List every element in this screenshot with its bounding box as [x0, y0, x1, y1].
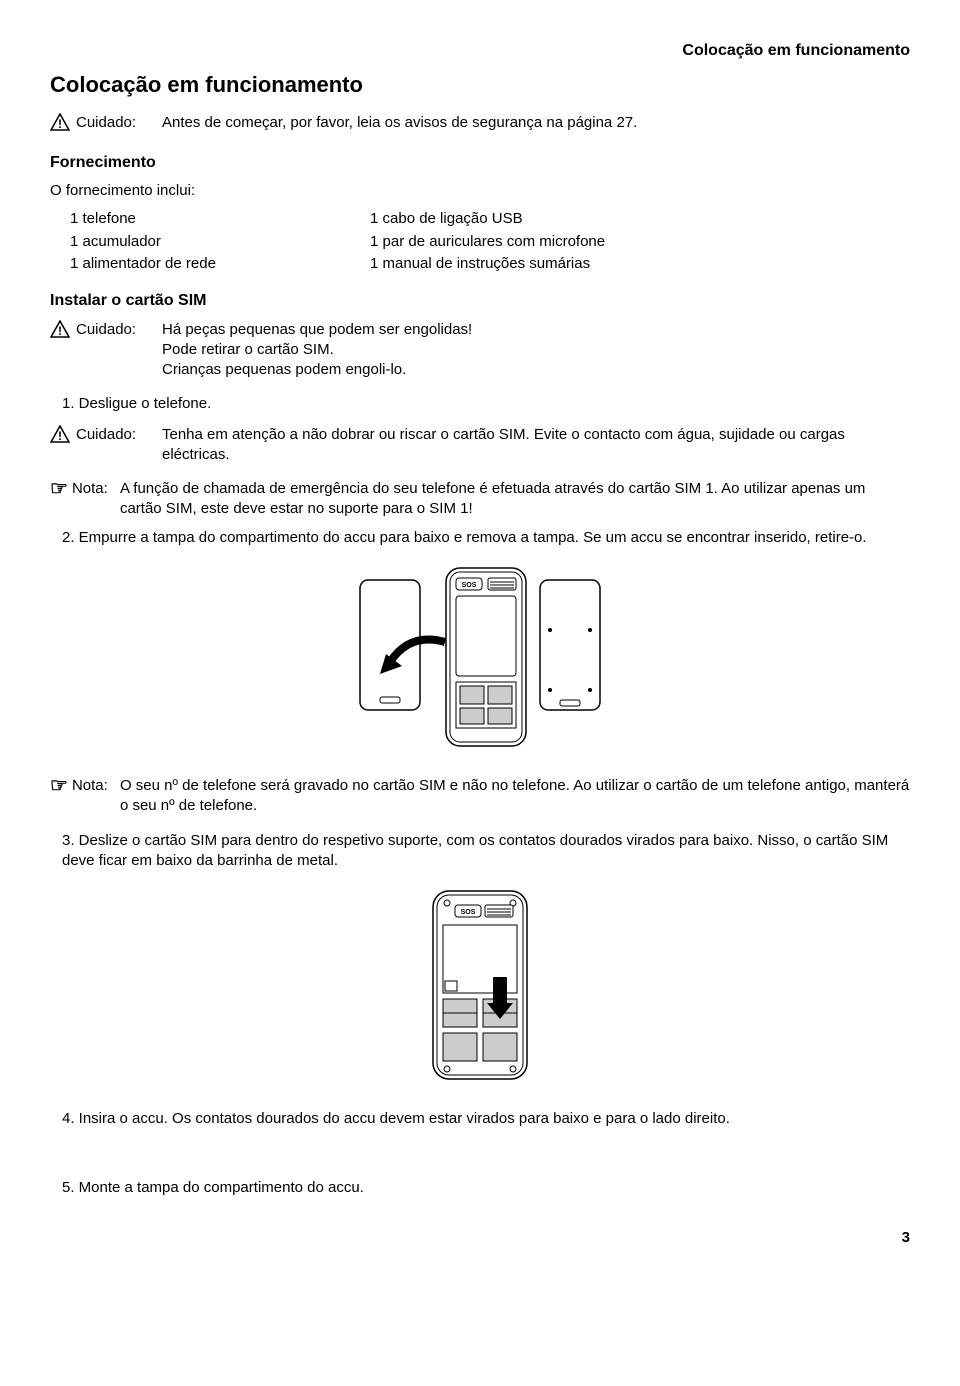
supply-col-left: 1 telefone 1 acumulador 1 alimentador de…: [70, 209, 370, 276]
supply-item: 1 cabo de ligação USB: [370, 209, 670, 229]
warning-icon: !: [50, 425, 70, 449]
pointing-hand-icon: ☞: [50, 479, 68, 499]
svg-text:!: !: [58, 324, 62, 338]
supply-item: 1 par de auriculares com microfone: [370, 232, 670, 252]
step-2: 2. Empurre a tampa do compartimento do a…: [62, 528, 910, 548]
note-label: Nota:: [72, 776, 116, 796]
caution-3: ! Cuidado: Tenha em atenção a não dobrar…: [50, 425, 910, 466]
supply-col-right: 1 cabo de ligação USB 1 par de auricular…: [370, 209, 670, 276]
page-header-right: Colocação em funcionamento: [50, 40, 910, 62]
caution-label: Cuidado:: [76, 425, 156, 445]
warning-icon: !: [50, 320, 70, 344]
supply-item: 1 acumulador: [70, 232, 370, 252]
caution-2: ! Cuidado: Há peças pequenas que podem s…: [50, 320, 910, 381]
supply-list: 1 telefone 1 acumulador 1 alimentador de…: [70, 209, 910, 276]
step-3: 3. Deslize o cartão SIM para dentro do r…: [62, 831, 910, 872]
supply-item: 1 manual de instruções sumárias: [370, 254, 670, 274]
svg-text:SOS: SOS: [461, 909, 476, 916]
page-title: Colocação em funcionamento: [50, 70, 910, 100]
caution-label: Cuidado:: [76, 320, 156, 340]
step-1: 1. Desligue o telefone.: [62, 394, 910, 414]
supply-intro: O fornecimento inclui:: [50, 181, 910, 201]
supply-heading: Fornecimento: [50, 152, 910, 174]
sos-label: SOS: [462, 582, 477, 589]
note-label: Nota:: [72, 479, 116, 499]
caution-text: Antes de começar, por favor, leia os avi…: [162, 113, 637, 133]
svg-text:!: !: [58, 429, 62, 443]
warning-icon: !: [50, 113, 70, 137]
install-sim-heading: Instalar o cartão SIM: [50, 290, 910, 312]
page-number: 3: [50, 1228, 910, 1248]
note-text: A função de chamada de emergência do seu…: [120, 479, 910, 520]
step-5: 5. Monte a tampa do compartimento do acc…: [62, 1178, 910, 1198]
caution-text: Tenha em atenção a não dobrar ou riscar …: [162, 425, 910, 466]
caution-label: Cuidado:: [76, 113, 156, 133]
pointing-hand-icon: ☞: [50, 776, 68, 796]
supply-item: 1 alimentador de rede: [70, 254, 370, 274]
figure-insert-sim: SOS: [50, 885, 910, 1091]
svg-text:!: !: [58, 117, 62, 131]
step-4: 4. Insira o accu. Os contatos dourados d…: [62, 1109, 910, 1129]
note-1: ☞ Nota: A função de chamada de emergênci…: [50, 479, 910, 520]
note-2: ☞ Nota: O seu nº de telefone será gravad…: [50, 776, 910, 817]
caution-1: ! Cuidado: Antes de começar, por favor, …: [50, 113, 910, 137]
supply-item: 1 telefone: [70, 209, 370, 229]
note-text: O seu nº de telefone será gravado no car…: [120, 776, 910, 817]
caution-text: Há peças pequenas que podem ser engolida…: [162, 320, 472, 381]
figure-remove-cover: SOS: [50, 562, 910, 758]
